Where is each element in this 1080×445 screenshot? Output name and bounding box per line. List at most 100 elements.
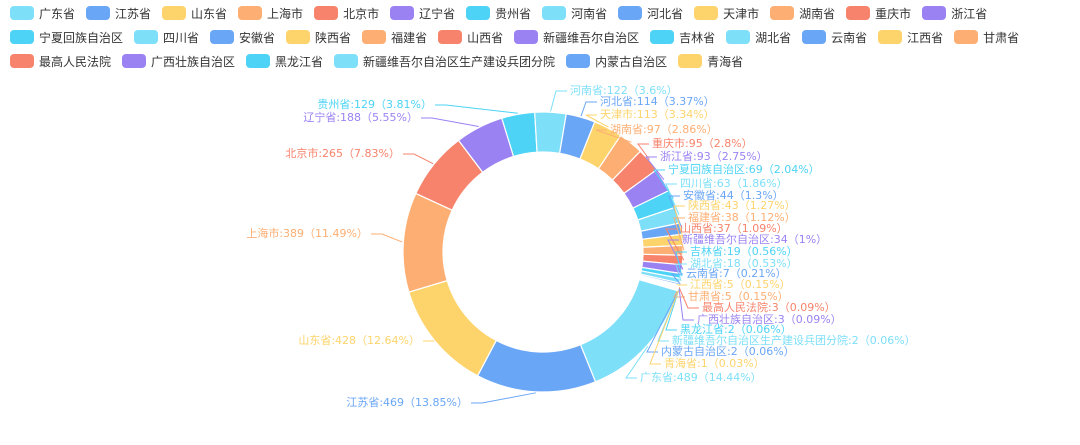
- legend-swatch: [438, 30, 463, 44]
- data-label: 新疆维吾尔自治区:34（1%）: [682, 232, 827, 246]
- legend-swatch: [362, 30, 387, 44]
- data-label: 内蒙古自治区:2（0.06%）: [661, 344, 795, 358]
- data-label: 江苏省:469（13.85%）: [346, 396, 468, 409]
- data-label: 北京市:265（7.83%）: [285, 146, 400, 160]
- data-label: 河南省:122（3.6%）: [570, 84, 678, 97]
- legend-item[interactable]: 四川省: [134, 28, 199, 46]
- legend-item[interactable]: 贵州省: [466, 4, 531, 22]
- legend-label: 青海省: [707, 54, 744, 69]
- legend-item[interactable]: 湖南省: [770, 4, 835, 22]
- legend-label: 贵州省: [495, 6, 532, 21]
- legend-label: 北京市: [343, 6, 380, 21]
- leader-line: [649, 290, 680, 365]
- data-label: 陕西省:43（1.27%）: [688, 198, 796, 212]
- legend-label: 浙江省: [951, 6, 988, 21]
- leader-line: [403, 153, 434, 165]
- leader-line: [585, 114, 609, 128]
- legend-item[interactable]: 内蒙古自治区: [566, 52, 667, 70]
- data-label: 山西省:37（1.09%）: [680, 222, 788, 235]
- legend-item[interactable]: 宁夏回族自治区: [10, 28, 123, 46]
- legend-item[interactable]: 安徽省: [210, 28, 275, 46]
- leader-line: [435, 104, 518, 114]
- legend-item[interactable]: 新疆维吾尔自治区生产建设兵团分院: [334, 52, 555, 70]
- legend-item[interactable]: 江西省: [878, 28, 943, 46]
- legend-label: 广西壮族自治区: [151, 54, 236, 69]
- legend-item[interactable]: 新疆维吾尔自治区: [514, 28, 639, 46]
- legend-label: 重庆市: [875, 6, 912, 21]
- legend-swatch: [726, 30, 751, 44]
- legend-item[interactable]: 广东省: [10, 4, 75, 22]
- legend-item[interactable]: 陕西省: [286, 28, 351, 46]
- legend-swatch: [694, 6, 719, 20]
- legend-swatch: [10, 6, 34, 20]
- leader-line: [678, 288, 694, 321]
- legend-item[interactable]: 吉林省: [650, 28, 715, 46]
- data-label: 辽宁省:188（5.55%）: [303, 110, 418, 124]
- legend-swatch: [542, 6, 567, 20]
- data-label: 四川省:63（1.86%）: [680, 177, 788, 190]
- leader-line: [675, 251, 687, 277]
- legend-label: 河北省: [647, 6, 684, 21]
- legend-item[interactable]: 甘肃省: [954, 28, 1019, 46]
- legend-swatch: [210, 30, 235, 44]
- legend-label: 甘肃省: [983, 30, 1020, 45]
- legend-item[interactable]: 最高人民法院: [10, 52, 111, 70]
- data-label: 广东省:489（14.44%）: [640, 371, 762, 384]
- slice: [402, 192, 453, 293]
- leader-line: [678, 287, 699, 309]
- data-label: 河北省:114（3.37%）: [600, 95, 715, 108]
- legend-item[interactable]: 青海省: [678, 52, 743, 70]
- legend-item[interactable]: 山西省: [438, 28, 503, 46]
- legend-item[interactable]: 北京市: [314, 4, 379, 22]
- legend-item[interactable]: 浙江省: [922, 4, 987, 22]
- legend-swatch: [246, 54, 271, 68]
- legend-swatch: [122, 54, 147, 68]
- legend-item[interactable]: 山东省: [162, 4, 227, 22]
- legend-item[interactable]: 湖北省: [726, 28, 791, 46]
- data-label: 吉林省:19（0.56%）: [690, 244, 798, 258]
- legend-item[interactable]: 天津市: [694, 4, 759, 22]
- legend-label: 辽宁省: [419, 6, 456, 21]
- legend-label: 福建省: [391, 30, 428, 45]
- legend-swatch: [162, 6, 187, 20]
- legend-item[interactable]: 河北省: [618, 4, 683, 22]
- legend-item[interactable]: 黑龙江省: [246, 52, 323, 70]
- slice: [476, 339, 597, 393]
- legend-item[interactable]: 河南省: [542, 4, 607, 22]
- legend-label: 河南省: [571, 6, 608, 21]
- legend-label: 陕西省: [315, 30, 352, 45]
- legend-swatch: [802, 30, 827, 44]
- data-label: 浙江省:93（2.75%）: [660, 150, 768, 163]
- legend-item[interactable]: 辽宁省: [390, 4, 455, 22]
- legend-item[interactable]: 广西壮族自治区: [122, 52, 235, 70]
- legend-item[interactable]: 江苏省: [86, 4, 151, 22]
- leader-line: [644, 156, 665, 180]
- data-label: 最高人民法院:3（0.09%）: [702, 300, 836, 314]
- data-label: 宁夏回族自治区:69（2.04%）: [668, 162, 820, 176]
- legend-item[interactable]: 重庆市: [846, 4, 911, 22]
- leader-line: [653, 169, 674, 199]
- legend-swatch: [618, 6, 643, 20]
- legend-swatch: [314, 6, 339, 20]
- slice: [642, 244, 684, 256]
- legend-label: 天津市: [723, 6, 760, 21]
- legend-item[interactable]: 上海市: [238, 4, 303, 22]
- data-label: 湖北省:18（0.53%）: [690, 257, 798, 270]
- leader-line: [665, 228, 685, 261]
- data-label: 贵州省:129（3.81%）: [317, 98, 432, 111]
- legend-label: 上海市: [267, 6, 304, 21]
- data-label: 江西省:5（0.15%）: [690, 278, 791, 291]
- legend-swatch: [390, 6, 415, 20]
- legend: 广东省 江苏省 山东省 上海市 北京市 辽宁省 贵州省 河南省 河北省 天津市 湖南省 重庆市 浙江省宁…: [10, 4, 1075, 70]
- data-label: 云南省:7（0.21%）: [686, 267, 787, 280]
- legend-label: 最高人民法院: [39, 54, 112, 69]
- leader-line: [550, 90, 567, 112]
- legend-item[interactable]: 云南省: [802, 28, 867, 46]
- data-label: 新疆维吾尔自治区生产建设兵团分院:2（0.06%）: [672, 333, 916, 347]
- legend-swatch: [922, 6, 947, 20]
- legend-item[interactable]: 福建省: [362, 28, 427, 46]
- legend-swatch: [954, 30, 979, 44]
- legend-label: 宁夏回族自治区: [39, 30, 124, 45]
